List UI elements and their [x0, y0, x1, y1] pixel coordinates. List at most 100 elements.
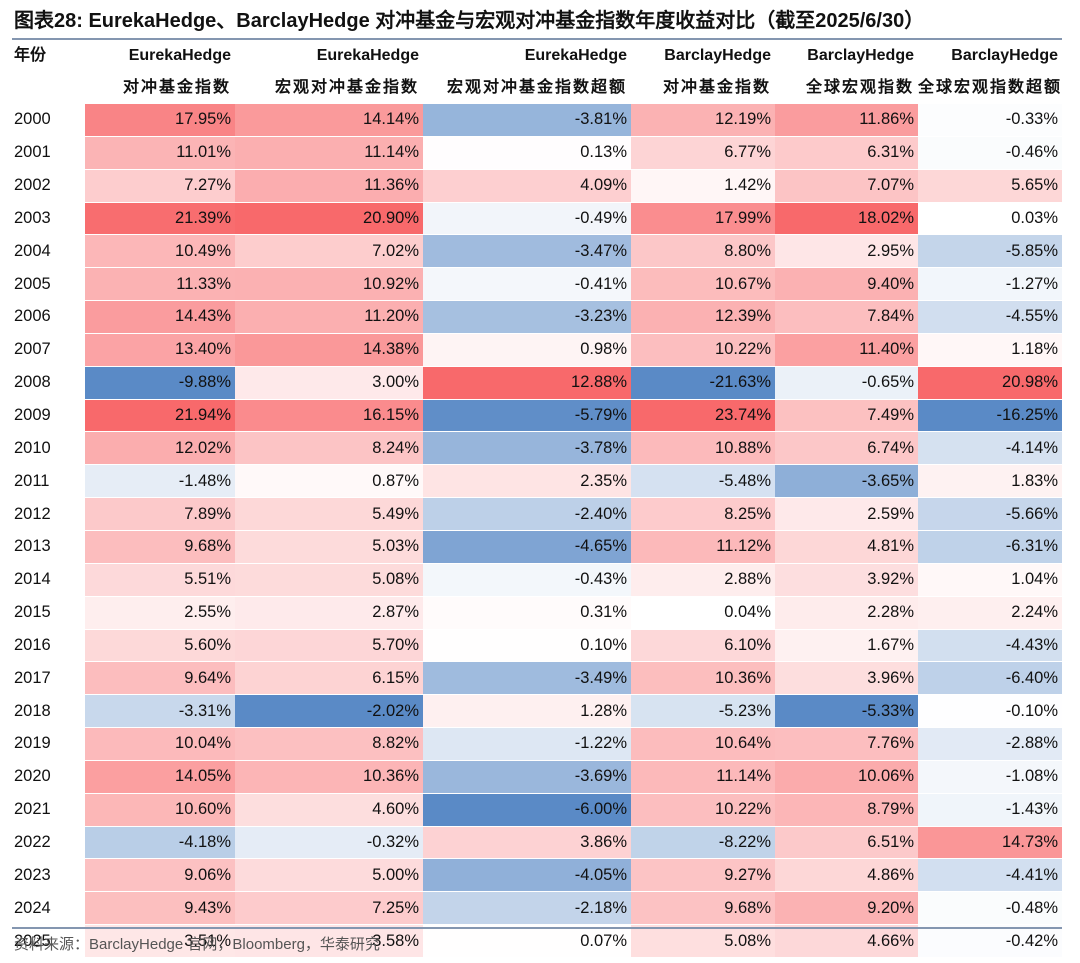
value-cell: -0.10% — [918, 694, 1062, 729]
source-note: 资料来源：BarclayHedge 官网，Bloomberg，华泰研究 — [14, 936, 380, 953]
value-cell: -0.49% — [423, 202, 631, 236]
table-row: 2010 12.02% 8.24% -3.78% 10.88% 6.74% -4.14% — [12, 431, 1062, 466]
value-cell: 5.00% — [235, 858, 423, 893]
value-cell: 11.01% — [85, 136, 235, 170]
year-cell: 2024 — [12, 891, 85, 926]
value-cell: 8.79% — [775, 793, 918, 827]
table-row: 2008 -9.88% 3.00% 12.88% -21.63% -0.65% 20.98% — [12, 366, 1062, 400]
value-cell: 7.07% — [775, 169, 918, 203]
value-cell: 10.36% — [631, 661, 775, 696]
value-cell: 5.03% — [235, 530, 423, 564]
header-col-6-sub: 全球宏观指数超额 — [918, 79, 1062, 96]
value-cell: 23.74% — [631, 399, 775, 433]
value-cell: 5.60% — [85, 629, 235, 663]
value-cell: 10.92% — [235, 267, 423, 302]
header-row-1: 年份 EurekaHedge EurekaHedge EurekaHedge B… — [12, 40, 1062, 72]
year-cell: 2019 — [12, 727, 85, 761]
year-cell: 2020 — [12, 760, 85, 794]
table-row: 2003 21.39% 20.90% -0.49% 17.99% 18.02% 0.03% — [12, 202, 1062, 236]
value-cell: -5.48% — [631, 464, 775, 499]
value-cell: -3.81% — [423, 104, 631, 137]
value-cell: 0.13% — [423, 136, 631, 170]
value-cell: 21.39% — [85, 202, 235, 236]
year-cell: 2008 — [12, 366, 85, 400]
value-cell: 2.55% — [85, 596, 235, 630]
value-cell: 11.12% — [631, 530, 775, 564]
value-cell: -4.14% — [918, 431, 1062, 466]
value-cell: -3.65% — [775, 464, 918, 499]
table-row: 2020 14.05% 10.36% -3.69% 11.14% 10.06% -1.08% — [12, 760, 1062, 794]
value-cell: 6.77% — [631, 136, 775, 170]
value-cell: 5.08% — [631, 924, 775, 958]
value-cell: 17.99% — [631, 202, 775, 236]
value-cell: 7.27% — [85, 169, 235, 203]
value-cell: -2.02% — [235, 694, 423, 729]
value-cell: 7.02% — [235, 234, 423, 269]
value-cell: 8.80% — [631, 234, 775, 269]
chart-title: 图表28: EurekaHedge、BarclayHedge 对冲基金与宏观对冲… — [14, 10, 925, 32]
header-col-4-line1: BarclayHedge — [664, 47, 771, 64]
value-cell: 12.39% — [631, 300, 775, 334]
value-cell: 20.90% — [235, 202, 423, 236]
value-cell: -5.23% — [631, 694, 775, 729]
value-cell: -8.22% — [631, 826, 775, 860]
table-row: 2006 14.43% 11.20% -3.23% 12.39% 7.84% -4.55% — [12, 300, 1062, 334]
value-cell: -0.46% — [918, 136, 1062, 170]
table-row: 2015 2.55% 2.87% 0.31% 0.04% 2.28% 2.24% — [12, 596, 1062, 630]
value-cell: 4.60% — [235, 793, 423, 827]
value-cell: -4.65% — [423, 530, 631, 564]
value-cell: -1.22% — [423, 727, 631, 761]
value-cell: 11.86% — [775, 104, 918, 137]
value-cell: 6.10% — [631, 629, 775, 663]
value-cell: 5.49% — [235, 497, 423, 531]
table-body: 2000 17.95% 14.14% -3.81% 12.19% 11.86% -0.33%… — [12, 104, 1062, 958]
table-row: 2025 3.51% 3.58% 0.07% 5.08% 4.66% -0.42% — [12, 924, 1062, 958]
year-cell: 2021 — [12, 793, 85, 827]
value-cell: 0.07% — [423, 924, 631, 958]
value-cell: 1.28% — [423, 694, 631, 729]
value-cell: -3.47% — [423, 234, 631, 269]
value-cell: -1.43% — [918, 793, 1062, 827]
table-row: 2016 5.60% 5.70% 0.10% 6.10% 1.67% -4.43% — [12, 629, 1062, 663]
value-cell: -0.48% — [918, 891, 1062, 926]
value-cell: 10.06% — [775, 760, 918, 794]
value-cell: 3.92% — [775, 563, 918, 597]
year-cell: 2016 — [12, 629, 85, 663]
value-cell: 9.43% — [85, 891, 235, 926]
value-cell: -0.42% — [918, 924, 1062, 958]
value-cell: 0.87% — [235, 464, 423, 499]
value-cell: 0.10% — [423, 629, 631, 663]
table-row: 2009 21.94% 16.15% -5.79% 23.74% 7.49% -16.25% — [12, 399, 1062, 433]
value-cell: -0.43% — [423, 563, 631, 597]
value-cell: 9.68% — [631, 891, 775, 926]
year-cell: 2018 — [12, 694, 85, 729]
value-cell: 7.84% — [775, 300, 918, 334]
value-cell: 10.67% — [631, 267, 775, 302]
table-row: 2024 9.43% 7.25% -2.18% 9.68% 9.20% -0.48% — [12, 891, 1062, 926]
value-cell: -5.85% — [918, 234, 1062, 269]
value-cell: 10.88% — [631, 431, 775, 466]
year-cell: 2010 — [12, 431, 85, 466]
value-cell: 10.22% — [631, 793, 775, 827]
value-cell: 6.51% — [775, 826, 918, 860]
value-cell: 1.42% — [631, 169, 775, 203]
value-cell: 3.96% — [775, 661, 918, 696]
header-col-1-sub: 对冲基金指数 — [122, 79, 231, 96]
value-cell: 0.98% — [423, 333, 631, 367]
value-cell: -9.88% — [85, 366, 235, 400]
value-cell: 2.35% — [423, 464, 631, 499]
value-cell: 8.24% — [235, 431, 423, 466]
value-cell: 9.20% — [775, 891, 918, 926]
value-cell: -3.49% — [423, 661, 631, 696]
value-cell: 14.73% — [918, 826, 1062, 860]
header-col-3-sub: 宏观对冲基金指数超额 — [446, 79, 627, 96]
year-cell: 2009 — [12, 399, 85, 433]
value-cell: 9.64% — [85, 661, 235, 696]
value-cell: 4.86% — [775, 858, 918, 893]
value-cell: -3.69% — [423, 760, 631, 794]
value-cell: 10.49% — [85, 234, 235, 269]
value-cell: -3.78% — [423, 431, 631, 466]
value-cell: 7.49% — [775, 399, 918, 433]
header-year-line2 — [12, 72, 85, 104]
table-row: 2004 10.49% 7.02% -3.47% 8.80% 2.95% -5.85% — [12, 234, 1062, 269]
